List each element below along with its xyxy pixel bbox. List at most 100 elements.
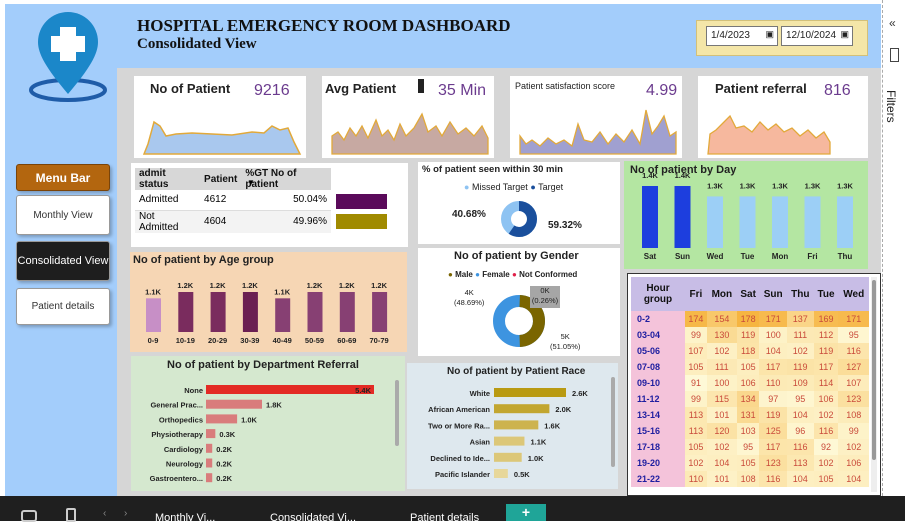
column-header[interactable]: Hour group	[631, 277, 685, 311]
tick-label: Fri	[807, 252, 817, 261]
table-row: 03-04 99 130 119 100 111 112 95	[631, 327, 869, 343]
heatmap-cell: 119	[813, 343, 839, 359]
race-bar	[494, 469, 508, 478]
tick-label: 50-59	[305, 336, 324, 345]
heatmap-cell: 117	[759, 359, 787, 375]
race-bar	[494, 420, 539, 430]
legend-item: Missed Target	[471, 182, 528, 192]
column-header[interactable]: Thu	[786, 277, 814, 311]
heatmap-cell: 108	[736, 471, 760, 487]
tab-monthly[interactable]: Monthly Vi...	[155, 512, 216, 524]
tick-label: Mon	[772, 252, 789, 261]
heatmap-cell: 102	[838, 439, 869, 455]
tab-patient-details[interactable]: Patient details	[410, 512, 480, 524]
next-page-icon[interactable]: ›	[124, 508, 128, 519]
kpi-value: 35 Min	[438, 82, 487, 99]
column-header[interactable]: Sat	[736, 277, 760, 311]
day-bar	[772, 196, 788, 248]
heatmap-cell: 107	[685, 343, 707, 359]
date-from-input[interactable]: 1/4/2023 ▣	[706, 26, 778, 46]
consolidated-view-button[interactable]: Consolidated View	[16, 241, 110, 281]
kpi-label: Avg Patient	[325, 81, 397, 96]
legend-dot-icon: ●	[530, 182, 536, 192]
heatmap-cell: 102	[813, 407, 839, 423]
heatmap-cell: 117	[813, 359, 839, 375]
race-bar	[494, 436, 525, 446]
day-bar	[804, 196, 821, 248]
column-header[interactable]: Tue	[813, 277, 839, 311]
heatmap-cell: 102	[786, 343, 814, 359]
monthly-view-button[interactable]: Monthly View	[16, 195, 110, 235]
age-bar	[307, 292, 323, 332]
kpi-value: 9216	[254, 82, 290, 99]
page-view-icon[interactable]	[21, 510, 37, 522]
table-row: 07-08 105 111 105 117 119 117 127	[631, 359, 869, 375]
date-to-input[interactable]: 12/10/2024 ▣	[781, 26, 853, 46]
kpi-card-patients: No of Patient 9216	[134, 76, 306, 158]
admit-status-table: admit status Patient %GT No of patient Adm…	[131, 163, 408, 247]
legend-item: Not Conformed	[519, 270, 578, 279]
scrollbar[interactable]	[611, 377, 615, 467]
table-row: 11-12 99 115 134 97 95 106 123	[631, 391, 869, 407]
table-row: 17-18 105 102 95 117 116 92 102	[631, 439, 869, 455]
column-header[interactable]: Fri	[685, 277, 707, 311]
column-header[interactable]: Patient	[200, 168, 242, 190]
heatmap-cell: 107	[838, 375, 869, 391]
tick-label: Declined to Ide...	[430, 454, 490, 463]
tick-label: 40-49	[273, 336, 292, 345]
scrollbar[interactable]	[872, 280, 876, 460]
data-label: 1.6K	[544, 421, 560, 430]
patient-details-button[interactable]: Patient details	[16, 288, 110, 325]
heatmap-cell: 131	[736, 407, 760, 423]
column-header[interactable]: %GT No of patient	[241, 168, 331, 190]
calendar-icon[interactable]: ▣	[765, 29, 774, 39]
column-header[interactable]: Mon	[706, 277, 737, 311]
table-row: 09-10 91 100 106 110 109 114 107	[631, 375, 869, 391]
race-bar	[494, 388, 566, 397]
data-label: 0.2K	[216, 460, 232, 469]
data-label: 5.4K	[355, 386, 371, 395]
hour-heatmap: Hour group Fri Mon Sat Sun Thu Tue Wed 0…	[627, 273, 881, 496]
age-bar	[178, 292, 194, 332]
chart-title: No of patient by Age group	[133, 254, 274, 266]
heatmap-cell: 104	[706, 455, 737, 471]
heatmap-cell: 123	[838, 391, 869, 407]
filter-icon[interactable]	[890, 48, 899, 62]
seen-30min-card: % of patient seen within 30 min ● Missed…	[418, 162, 620, 244]
add-page-button[interactable]: +	[506, 504, 546, 521]
collapse-icon[interactable]: «	[889, 16, 896, 30]
day-bar	[837, 196, 853, 248]
sort-descending-icon[interactable]: ▼	[247, 178, 255, 187]
column-header[interactable]: admit status	[135, 168, 201, 190]
filters-pane[interactable]: « Filters	[882, 0, 905, 496]
age-bar	[372, 292, 388, 332]
data-label: 0.3K	[219, 430, 235, 439]
heatmap-cell: 99	[685, 327, 707, 343]
scrollbar[interactable]	[395, 380, 399, 446]
chart-title: No of patient by Day	[630, 164, 737, 176]
mobile-view-icon[interactable]	[66, 508, 76, 522]
missed-target-label: 40.68%	[452, 209, 486, 220]
tick-label: 20-29	[208, 336, 227, 345]
heatmap-cell: 105	[736, 359, 760, 375]
heatmap-cell: 104	[838, 471, 869, 487]
calendar-icon[interactable]: ▣	[840, 29, 849, 39]
column-header[interactable]: Sun	[759, 277, 787, 311]
row-header: 19-20	[631, 455, 685, 471]
prev-page-icon[interactable]: ‹	[103, 508, 107, 519]
filters-label[interactable]: Filters	[884, 90, 898, 123]
data-label: 1.0K	[528, 454, 544, 463]
legend-item: Female	[482, 270, 510, 279]
heatmap-cell: 105	[813, 471, 839, 487]
chart-title: % of patient seen within 30 min	[422, 164, 563, 175]
heatmap-cell: 99	[838, 423, 869, 439]
column-header[interactable]: Wed	[838, 277, 869, 311]
heatmap-cell: 95	[736, 439, 760, 455]
heatmap-cell: 115	[706, 391, 737, 407]
age-bar	[146, 298, 161, 332]
kpi-sparkline	[519, 109, 677, 155]
menu-bar-button[interactable]: Menu Bar	[16, 164, 110, 191]
age-bar-chart: 1.1K 0-9 1.2K 10-19 1.2K 20-29 1.2K 30-39 1.1K 40…	[145, 281, 389, 345]
legend-dot-icon: ●	[464, 182, 470, 192]
tab-consolidated[interactable]: Consolidated Vi...	[270, 512, 356, 524]
